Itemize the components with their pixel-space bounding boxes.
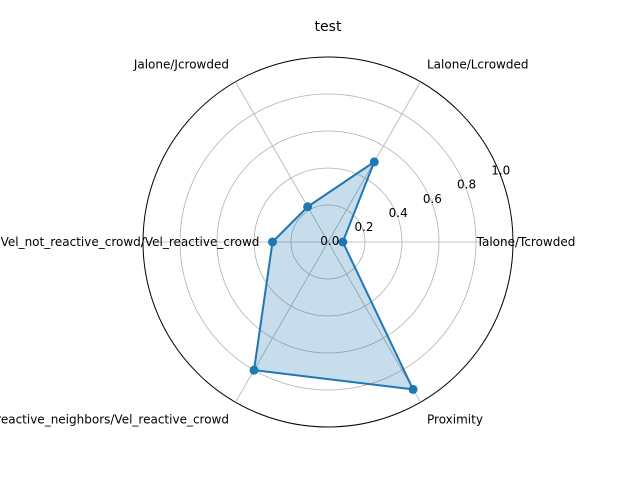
chart-title: test [315,19,342,35]
r-tick-label: 0.0 [320,234,339,248]
r-tick-label: 0.6 [423,192,442,206]
data-point [249,365,259,375]
grid-layer [142,56,514,428]
r-tick-label: 1.0 [491,163,510,177]
category-label: Lalone/Lcrowded [427,58,528,72]
data-point [268,237,277,247]
category-label: Talone/Tcrowded [476,235,576,249]
angular-gridline [235,81,329,243]
data-point [408,384,418,394]
series-area [254,161,414,390]
r-tick-label: 0.2 [354,220,373,234]
category-label: Vel_not_reactive_crowd/Vel_reactive_crow… [1,235,260,249]
r-tick-label: 0.8 [457,178,476,192]
category-label: Proximity [427,412,483,426]
data-point [303,202,313,212]
angular-gridline [235,241,329,403]
angular-gridline [327,241,421,403]
category-label: Jalone/Jcrowded [133,58,229,72]
series-layer [249,157,418,394]
label-layer: 0.0 0.2 0.4 0.6 0.8 1.0 Talone/Tcrowded Lalone/… [0,58,575,427]
r-tick-label: 0.4 [389,206,408,220]
category-label: Vel_reactive_neighbors/Vel_reactive_crow… [0,412,229,426]
data-point [338,237,348,247]
data-point [369,157,379,167]
